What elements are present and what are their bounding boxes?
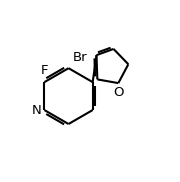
- Text: N: N: [32, 104, 42, 116]
- Text: F: F: [41, 64, 48, 77]
- Text: O: O: [113, 86, 124, 99]
- Text: Br: Br: [73, 51, 87, 64]
